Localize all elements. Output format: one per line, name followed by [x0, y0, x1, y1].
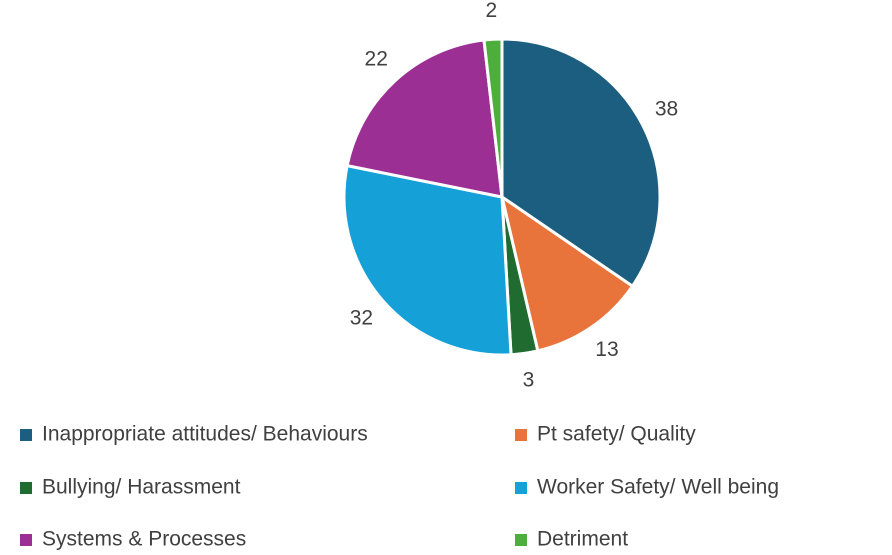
legend-label: Systems & Processes	[42, 528, 246, 551]
legend-label: Bullying/ Harassment	[42, 476, 241, 499]
data-label: 32	[350, 306, 373, 329]
pie-slice	[482, 37, 504, 198]
data-label: 13	[595, 338, 618, 361]
pie-slice	[500, 37, 662, 289]
legend-swatch	[20, 429, 32, 441]
legend-label: Detriment	[537, 528, 628, 551]
pie-slice	[499, 193, 635, 353]
data-label: 2	[486, 0, 498, 22]
legend-swatch	[20, 534, 32, 546]
data-label: 22	[365, 48, 388, 71]
pie-slice	[342, 163, 513, 357]
legend-swatch	[515, 534, 527, 546]
legend-swatch	[20, 482, 32, 494]
legend-label: Pt safety/ Quality	[537, 423, 696, 446]
legend-label: Worker Safety/ Well being	[537, 476, 779, 499]
legend-swatch	[515, 482, 527, 494]
legend-swatch	[515, 429, 527, 441]
data-label: 3	[523, 369, 535, 392]
pie-slice	[345, 38, 504, 199]
data-label: 38	[655, 98, 678, 121]
legend-label: Inappropriate attitudes/ Behaviours	[42, 423, 368, 446]
